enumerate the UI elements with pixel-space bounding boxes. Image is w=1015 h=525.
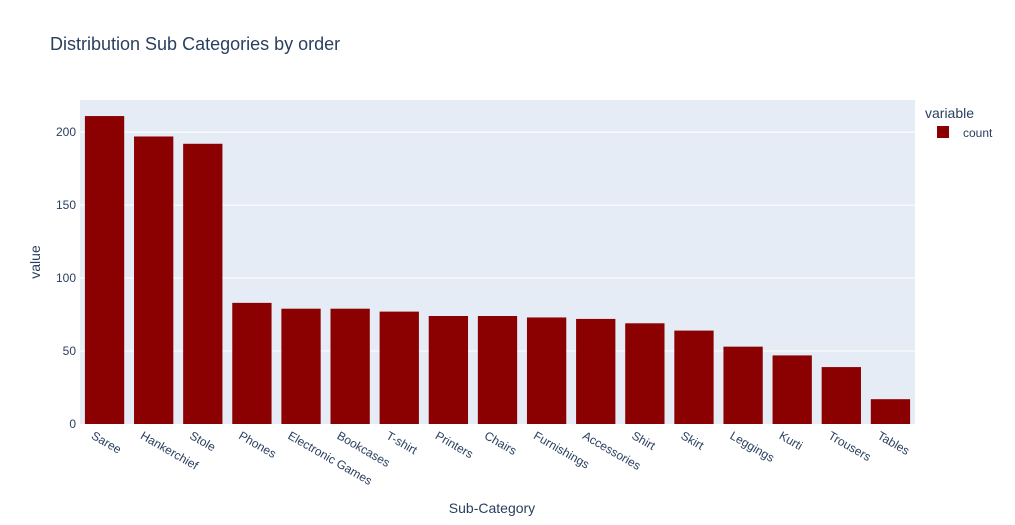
bar-tables[interactable] xyxy=(870,399,911,424)
x-tick-label: Phones xyxy=(236,428,278,460)
bar-stole[interactable] xyxy=(183,143,223,424)
x-tick-label: Leggings xyxy=(728,428,777,464)
x-tick-label: Printers xyxy=(433,428,476,461)
legend-item-count[interactable]: count xyxy=(963,126,993,140)
y-axis-ticks: 0 50 100 150 200 xyxy=(56,125,76,431)
bar-saree[interactable] xyxy=(84,116,125,425)
bar-phones[interactable] xyxy=(232,302,272,424)
y-tick-label: 150 xyxy=(56,198,76,212)
x-tick-label: Stole xyxy=(187,428,218,454)
x-tick-label: Skirt xyxy=(678,428,706,452)
y-axis-title: value xyxy=(27,245,43,279)
bar-chairs[interactable] xyxy=(477,316,518,424)
bar-kurti[interactable] xyxy=(772,355,812,424)
bar-shirt[interactable] xyxy=(625,323,665,424)
x-axis-title: Sub-Category xyxy=(449,500,535,516)
y-tick-label: 0 xyxy=(69,417,76,431)
x-tick-label: T-shirt xyxy=(384,428,420,457)
bar-printers[interactable] xyxy=(428,316,469,424)
legend[interactable]: variable count xyxy=(925,105,993,140)
chart-title: Distribution Sub Categories by order xyxy=(50,34,340,54)
x-tick-label: Trousers xyxy=(826,428,874,464)
bar-leggings[interactable] xyxy=(723,346,763,424)
legend-swatch[interactable] xyxy=(937,126,949,138)
bar-t-shirt[interactable] xyxy=(379,311,419,424)
bars xyxy=(84,116,911,425)
bar-skirt[interactable] xyxy=(674,330,714,424)
bar-trousers[interactable] xyxy=(821,367,861,424)
bar-hankerchief[interactable] xyxy=(134,136,174,424)
y-tick-label: 100 xyxy=(56,271,76,285)
legend-title: variable xyxy=(925,105,974,121)
x-tick-label: Shirt xyxy=(629,428,658,453)
y-tick-label: 50 xyxy=(63,344,77,358)
x-tick-label: Kurti xyxy=(777,428,805,452)
bar-bookcases[interactable] xyxy=(330,308,370,424)
x-tick-label: Tables xyxy=(875,428,912,457)
bar-electronic-games[interactable] xyxy=(281,308,321,424)
bar-accessories[interactable] xyxy=(576,318,616,424)
x-tick-label: Electronic Games xyxy=(286,428,375,487)
bar-furnishings[interactable] xyxy=(526,317,567,424)
x-tick-label: Saree xyxy=(89,428,124,456)
x-tick-label: Chairs xyxy=(482,428,519,457)
y-tick-label: 200 xyxy=(56,125,76,139)
